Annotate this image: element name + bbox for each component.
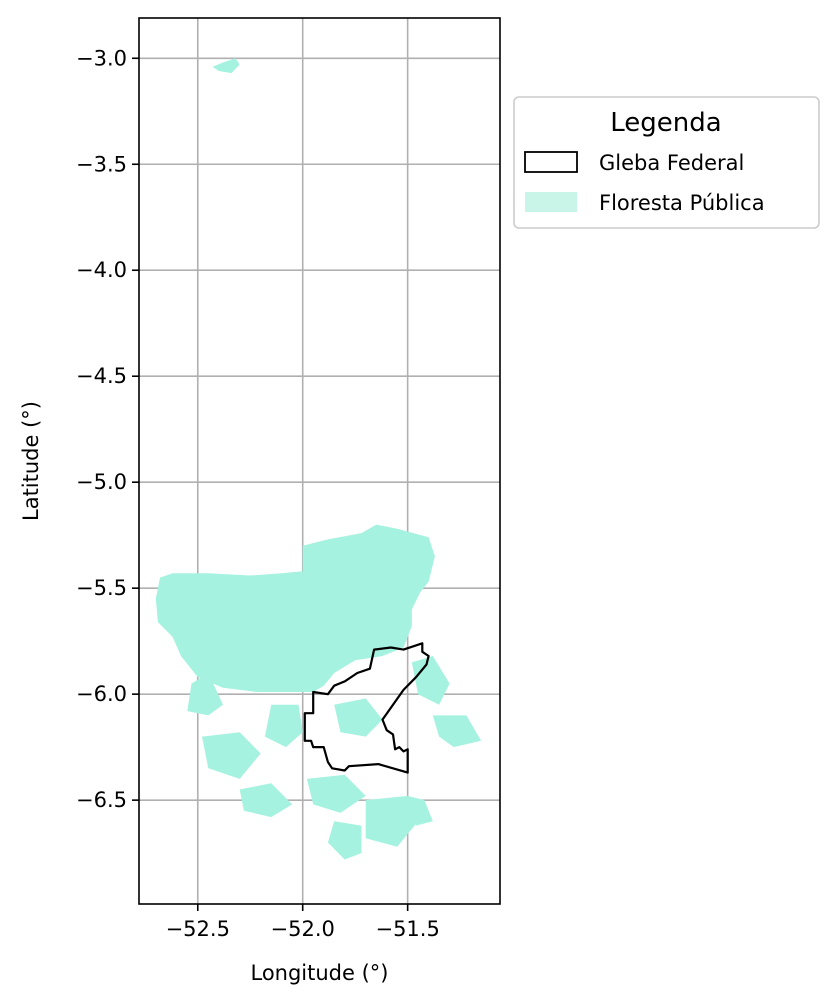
- floresta-publica-polygon: [327, 821, 362, 860]
- legend-title: Legenda: [610, 108, 721, 138]
- y-tick-label: −3.5: [76, 152, 127, 176]
- y-tick-label: −4.0: [76, 258, 127, 282]
- y-axis: −3.0 −3.5 −4.0 −4.5 −5.0 −5.5 −6.0 −6.5: [76, 46, 139, 812]
- x-tick-label: −52.0: [271, 917, 335, 941]
- floresta-publica-polygon: [155, 524, 435, 692]
- y-tick-label: −5.5: [76, 576, 127, 600]
- y-tick-label: −6.5: [76, 788, 127, 812]
- x-tick-label: −52.5: [166, 917, 230, 941]
- floresta-publica-polygon: [334, 698, 383, 737]
- x-axis: −52.5 −52.0 −51.5: [166, 904, 440, 941]
- plot-frame: [138, 17, 501, 905]
- floresta-publica-polygon: [407, 795, 433, 826]
- gleba-federal-polygon: [303, 642, 430, 774]
- floresta-publica-polygon: [264, 704, 303, 748]
- legend-box: [513, 96, 820, 229]
- legend-swatch-floresta-publica: [525, 192, 577, 212]
- map-layers: [155, 58, 482, 860]
- y-tick-label: −5.0: [76, 470, 127, 494]
- floresta-publica-polygon: [239, 783, 293, 818]
- y-axis-title: Latitude (°): [19, 401, 43, 521]
- legend-label-floresta-publica: Floresta Pública: [599, 191, 765, 215]
- y-tick-label: −4.5: [76, 364, 127, 388]
- legend: Legenda Gleba Federal Floresta Pública: [513, 96, 820, 229]
- floresta-publica-polygon: [202, 732, 261, 779]
- x-axis-title: Longitude (°): [250, 961, 388, 985]
- legend-swatch-gleba-federal: [524, 151, 578, 173]
- y-tick-label: −3.0: [76, 46, 127, 70]
- floresta-publica-polygon: [212, 58, 240, 74]
- legend-label-gleba-federal: Gleba Federal: [599, 151, 744, 175]
- floresta-publica-polygon: [306, 774, 366, 813]
- x-tick-label: −51.5: [375, 917, 439, 941]
- grid-lines: [139, 18, 500, 904]
- floresta-publica-polygon: [365, 795, 419, 847]
- floresta-publica-polygon: [411, 656, 450, 705]
- floresta-publica-polygon: [187, 673, 223, 716]
- floresta-publica-polygon: [432, 715, 482, 748]
- y-tick-label: −6.0: [76, 682, 127, 706]
